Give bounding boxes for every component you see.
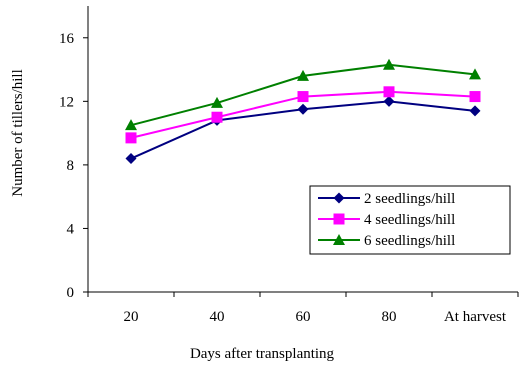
data-point [297,69,309,81]
data-point [297,91,309,103]
x-tick-label: At harvest [444,309,507,325]
legend-label: 4 seedlings/hill [364,212,455,228]
y-tick-label: 8 [67,158,75,174]
legend-marker [333,234,345,245]
data-point [297,103,309,115]
data-point [469,105,481,117]
legend-marker [333,213,345,225]
data-point [383,86,395,98]
x-tick-label: 40 [210,309,225,325]
axes [87,6,518,293]
x-axis-title: Days after transplanting [190,346,335,362]
x-ticks: 20 40 60 80 At harvest [87,292,519,325]
legend-entry: 4 seedlings/hill [318,212,455,228]
y-tick-label: 4 [67,221,75,237]
data-point [125,132,137,144]
x-tick-label: 20 [124,309,139,325]
y-tick-label: 12 [59,94,74,110]
y-axis-title: Number of tillers/hill [10,69,26,196]
data-point [211,111,223,123]
data-point [383,58,395,70]
series-1 [125,95,481,165]
legend-label: 6 seedlings/hill [364,233,455,249]
series-layer [125,58,481,165]
legend-marker [333,192,345,204]
data-point [469,91,481,103]
x-tick-label: 80 [382,309,397,325]
data-point [211,96,223,108]
y-tick-label: 16 [59,31,75,47]
data-point [125,153,137,165]
legend-entry: 2 seedlings/hill [318,191,455,207]
data-point [469,68,481,80]
series-3 [125,58,481,131]
legend-entry: 6 seedlings/hill [318,233,455,249]
legend: 2 seedlings/hill 4 seedlings/hill 6 seedli… [309,185,511,255]
legend-label: 2 seedlings/hill [364,191,455,207]
data-point [383,95,395,107]
y-tick-label: 0 [67,285,75,301]
x-tick-label: 60 [296,309,311,325]
y-ticks: 0 4 8 12 16 [59,31,88,301]
series-2 [125,86,481,144]
data-point [125,119,137,131]
